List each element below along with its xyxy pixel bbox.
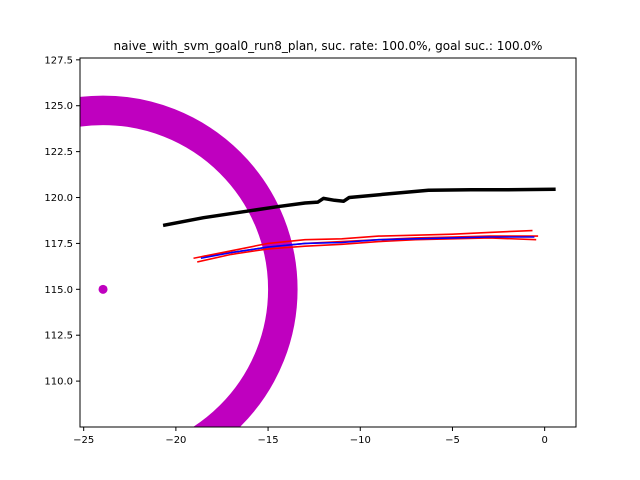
- axes-frame: [79, 57, 577, 428]
- x-tick-label: −5: [445, 435, 460, 446]
- series-line-0: [162, 187, 556, 228]
- chart-title: naive_with_svm_goal0_run8_plan, suc. rat…: [114, 39, 543, 53]
- y-tick-label: 112.5: [44, 331, 73, 342]
- y-tick-label: 110.0: [44, 377, 73, 388]
- x-tick-label: −15: [258, 435, 279, 446]
- x-tick-label: −20: [165, 435, 186, 446]
- x-tick-label: 0: [541, 435, 547, 446]
- y-tick-label: 117.5: [44, 239, 73, 250]
- y-axis: 110.0 112.5 115.0 117.5 120.0 122.5 125.0 127.5: [44, 55, 80, 388]
- goal-point: [98, 284, 108, 294]
- y-tick-label: 125.0: [44, 101, 73, 112]
- series-line-4: [200, 236, 535, 260]
- series-line-2: [193, 229, 533, 260]
- y-tick-label: 127.5: [44, 55, 73, 66]
- goal-ring: [80, 95, 298, 427]
- y-tick-label: 120.0: [44, 193, 73, 204]
- x-tick-label: −25: [73, 435, 94, 446]
- plot-area: [80, 95, 556, 427]
- y-tick-label: 122.5: [44, 147, 73, 158]
- x-axis: −25 −20 −15 −10 −5 0: [73, 427, 548, 446]
- y-tick-label: 115.0: [44, 285, 73, 296]
- x-tick-label: −10: [350, 435, 371, 446]
- series-line-1: [197, 237, 537, 263]
